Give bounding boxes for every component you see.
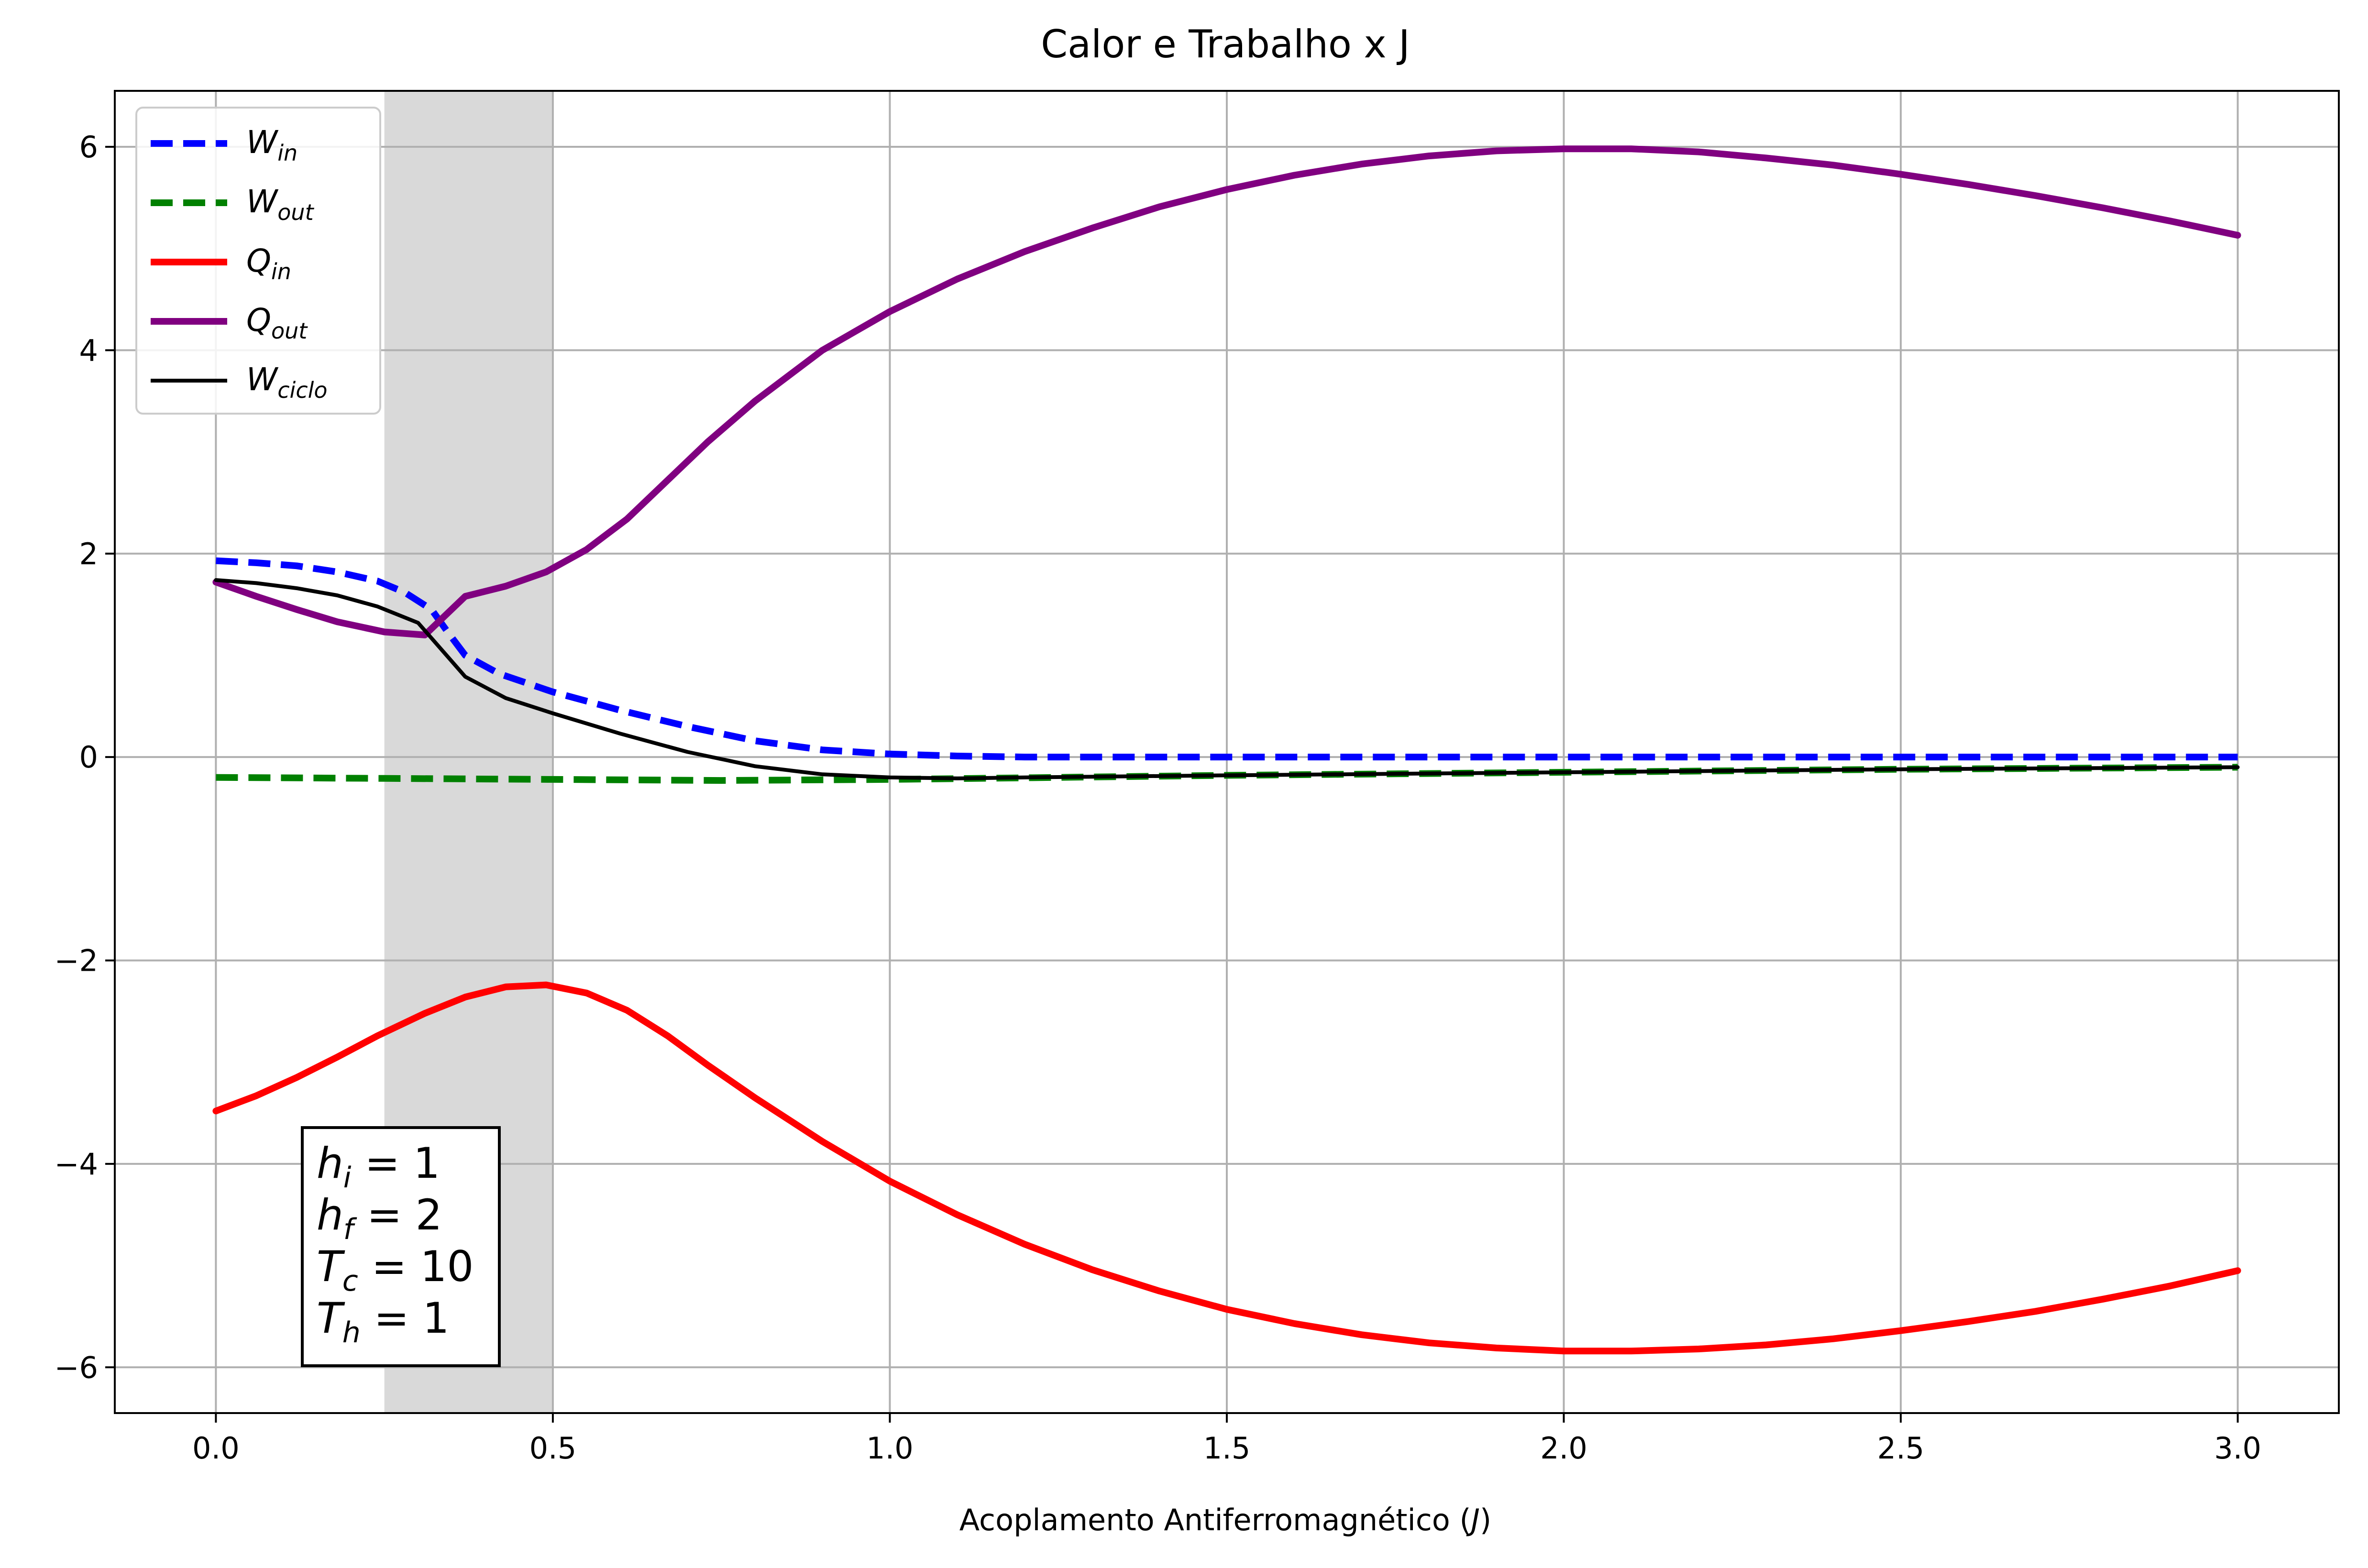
x-axis-label-prefix: Acoplamento Antiferromagnético (: [959, 1502, 1471, 1537]
y-tick-label: −6: [55, 1350, 98, 1385]
y-tick-label: 0: [79, 740, 98, 775]
legend-label: Qout: [246, 302, 308, 344]
y-tick-label: 6: [79, 130, 98, 164]
x-tick-label: 3.0: [2214, 1431, 2261, 1466]
y-tick-label: 2: [79, 537, 98, 571]
y-tick-label: 4: [79, 333, 98, 368]
x-axis-label-suffix: ): [1480, 1502, 1491, 1537]
plot-area: 0.0 0.5 1.0 1.5 2.0 2.5 3.0 −6 −4 −2 0 2 4 6 Win Wout Qi…: [55, 90, 2340, 1466]
legend-label: Win: [246, 124, 297, 166]
series-line-w-in: [216, 557, 2238, 761]
x-tick-label: 2.5: [1877, 1431, 1925, 1466]
parameters-box-frame: [301, 1126, 501, 1367]
series-line-q-out: [212, 145, 2241, 638]
x-tick-label: 0.5: [529, 1431, 577, 1466]
parameter-line: Th = 1: [317, 1294, 449, 1349]
x-tick-label: 1.0: [866, 1431, 914, 1466]
x-tick-label: 2.0: [1540, 1431, 1587, 1466]
x-tick-label: 0.0: [192, 1431, 240, 1466]
parameter-line: hi = 1: [317, 1139, 440, 1195]
legend-label: Wout: [246, 183, 315, 225]
parameter-line: Tc = 10: [317, 1242, 474, 1298]
legend: Win Wout Qin Qout Wciclo: [135, 107, 381, 415]
y-tick-label: −4: [55, 1147, 98, 1182]
parameter-line: hf = 2: [317, 1190, 442, 1246]
legend-box: [135, 107, 381, 415]
series-line-q-in: [212, 981, 2241, 1355]
y-tick-label: −2: [55, 943, 98, 978]
x-tick-label: 1.5: [1203, 1431, 1251, 1466]
chart-title: Calor e Trabalho x J: [1041, 22, 1410, 66]
legend-label: Wciclo: [246, 361, 328, 403]
series-line-w-ciclo: [214, 578, 2240, 780]
legend-label: Qin: [246, 242, 291, 285]
x-axis-label: Acoplamento Antiferromagnético (J): [959, 1502, 1492, 1537]
